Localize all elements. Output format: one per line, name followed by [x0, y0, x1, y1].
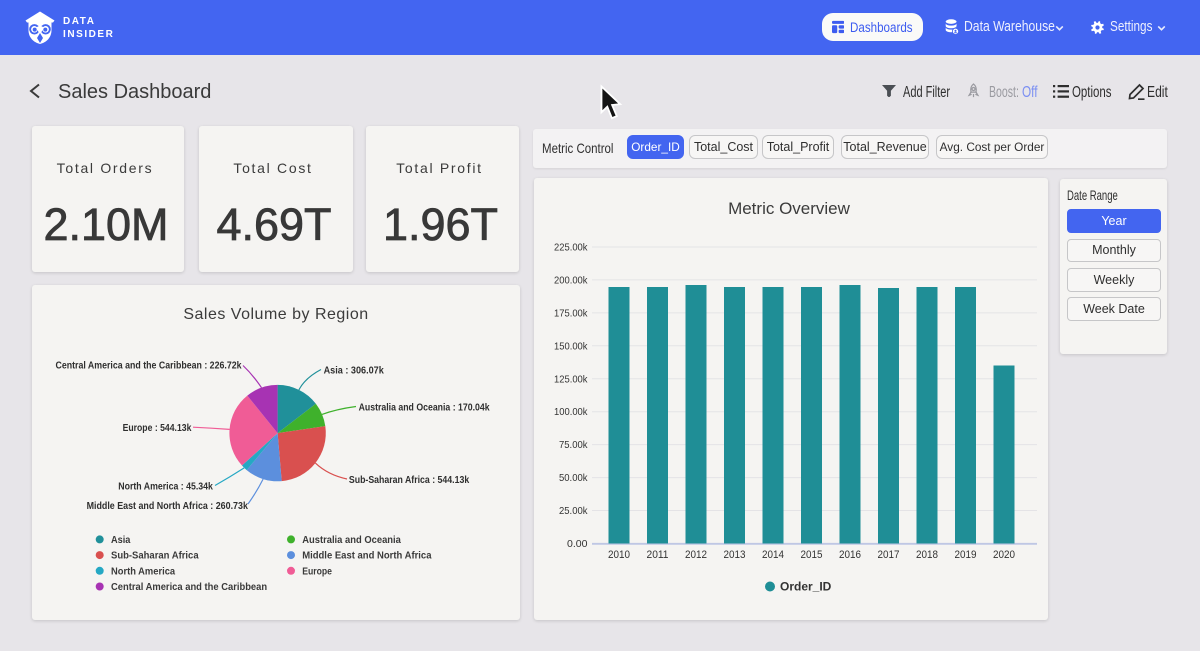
svg-text:0.00: 0.00	[567, 538, 588, 550]
svg-text:100.00k: 100.00k	[554, 406, 588, 418]
svg-text:Sub-Saharan Africa: Sub-Saharan Africa	[111, 550, 199, 562]
svg-text:North America : 45.34k: North America : 45.34k	[118, 482, 213, 493]
svg-text:Australia and Oceania: Australia and Oceania	[302, 534, 401, 546]
svg-text:150.00k: 150.00k	[554, 340, 588, 352]
svg-text:225.00k: 225.00k	[554, 242, 588, 254]
svg-text:2014: 2014	[762, 549, 784, 561]
svg-text:Sub-Saharan Africa : 544.13k: Sub-Saharan Africa : 544.13k	[349, 475, 469, 486]
svg-text:2013: 2013	[724, 549, 746, 561]
svg-text:2010: 2010	[608, 549, 630, 561]
svg-text:175.00k: 175.00k	[554, 307, 588, 319]
svg-text:Order_ID: Order_ID	[780, 580, 832, 594]
svg-text:Middle East and North Africa: Middle East and North Africa	[302, 550, 431, 562]
svg-text:Asia: Asia	[111, 534, 131, 546]
svg-text:Central America and the Caribb: Central America and the Caribbean	[111, 581, 267, 593]
svg-text:2016: 2016	[839, 549, 861, 561]
svg-text:25.00k: 25.00k	[559, 505, 588, 517]
svg-text:Australia and Oceania : 170.04: Australia and Oceania : 170.04k	[359, 403, 490, 414]
svg-text:Europe : 544.13k: Europe : 544.13k	[123, 423, 192, 434]
svg-text:2020: 2020	[993, 549, 1015, 561]
svg-text:2019: 2019	[955, 549, 977, 561]
svg-text:2018: 2018	[916, 549, 938, 561]
svg-text:2012: 2012	[685, 549, 707, 561]
svg-text:75.00k: 75.00k	[559, 439, 588, 451]
svg-text:Middle East and North Africa :: Middle East and North Africa : 260.73k	[87, 501, 248, 512]
svg-text:Asia : 306.07k: Asia : 306.07k	[324, 366, 384, 377]
svg-text:2011: 2011	[647, 549, 669, 561]
svg-text:Central America and the Caribb: Central America and the Caribbean : 226.…	[56, 361, 242, 372]
svg-text:2015: 2015	[801, 549, 823, 561]
svg-text:125.00k: 125.00k	[554, 373, 588, 385]
svg-text:2017: 2017	[878, 549, 900, 561]
svg-text:50.00k: 50.00k	[559, 472, 588, 484]
svg-text:North America: North America	[111, 565, 175, 577]
svg-text:Europe: Europe	[302, 565, 332, 577]
svg-text:200.00k: 200.00k	[554, 274, 588, 286]
